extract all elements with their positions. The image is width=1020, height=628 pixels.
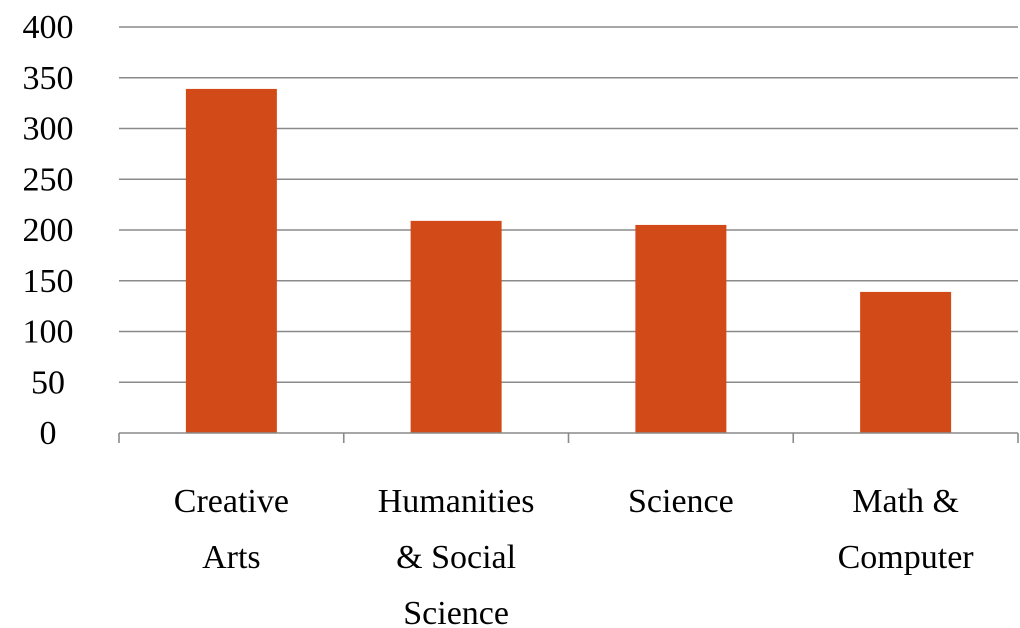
x-category-label-line: Creative: [174, 483, 289, 520]
bars: [185, 88, 952, 433]
y-tick-label: 150: [23, 263, 74, 300]
x-category-label-line: Computer: [838, 539, 975, 576]
x-category-label-line: Humanities: [378, 483, 535, 520]
bar: [410, 220, 502, 433]
y-tick-label: 50: [31, 364, 65, 401]
y-tick-label: 100: [23, 314, 74, 351]
bar: [635, 224, 727, 433]
x-category-label: Math & Computer: [838, 483, 975, 576]
y-axis-tick-labels: 0 50 100 150 200 250 300 350 400: [23, 9, 74, 452]
y-tick-label: 300: [23, 111, 74, 148]
x-category-label-line: Math &: [852, 483, 959, 520]
x-category-label-line: Science: [628, 483, 734, 520]
x-axis: [118, 432, 1019, 443]
bar: [185, 88, 277, 433]
x-category-label: Humanities & Social Science: [378, 483, 535, 628]
x-axis-category-labels: Creative Arts Humanities & Social Science Sci…: [174, 483, 975, 628]
y-tick-label: 0: [40, 415, 57, 452]
x-category-label-line: Science: [403, 595, 509, 628]
x-category-label-line: Arts: [202, 539, 261, 576]
y-tick-label: 250: [23, 161, 74, 198]
bar: [860, 291, 952, 433]
y-tick-label: 400: [23, 9, 74, 46]
y-tick-label: 200: [23, 212, 74, 249]
y-tick-label: 350: [23, 60, 74, 97]
x-category-label-line: & Social: [396, 539, 516, 576]
x-category-label: Creative Arts: [174, 483, 289, 576]
x-category-label: Science: [628, 483, 734, 520]
